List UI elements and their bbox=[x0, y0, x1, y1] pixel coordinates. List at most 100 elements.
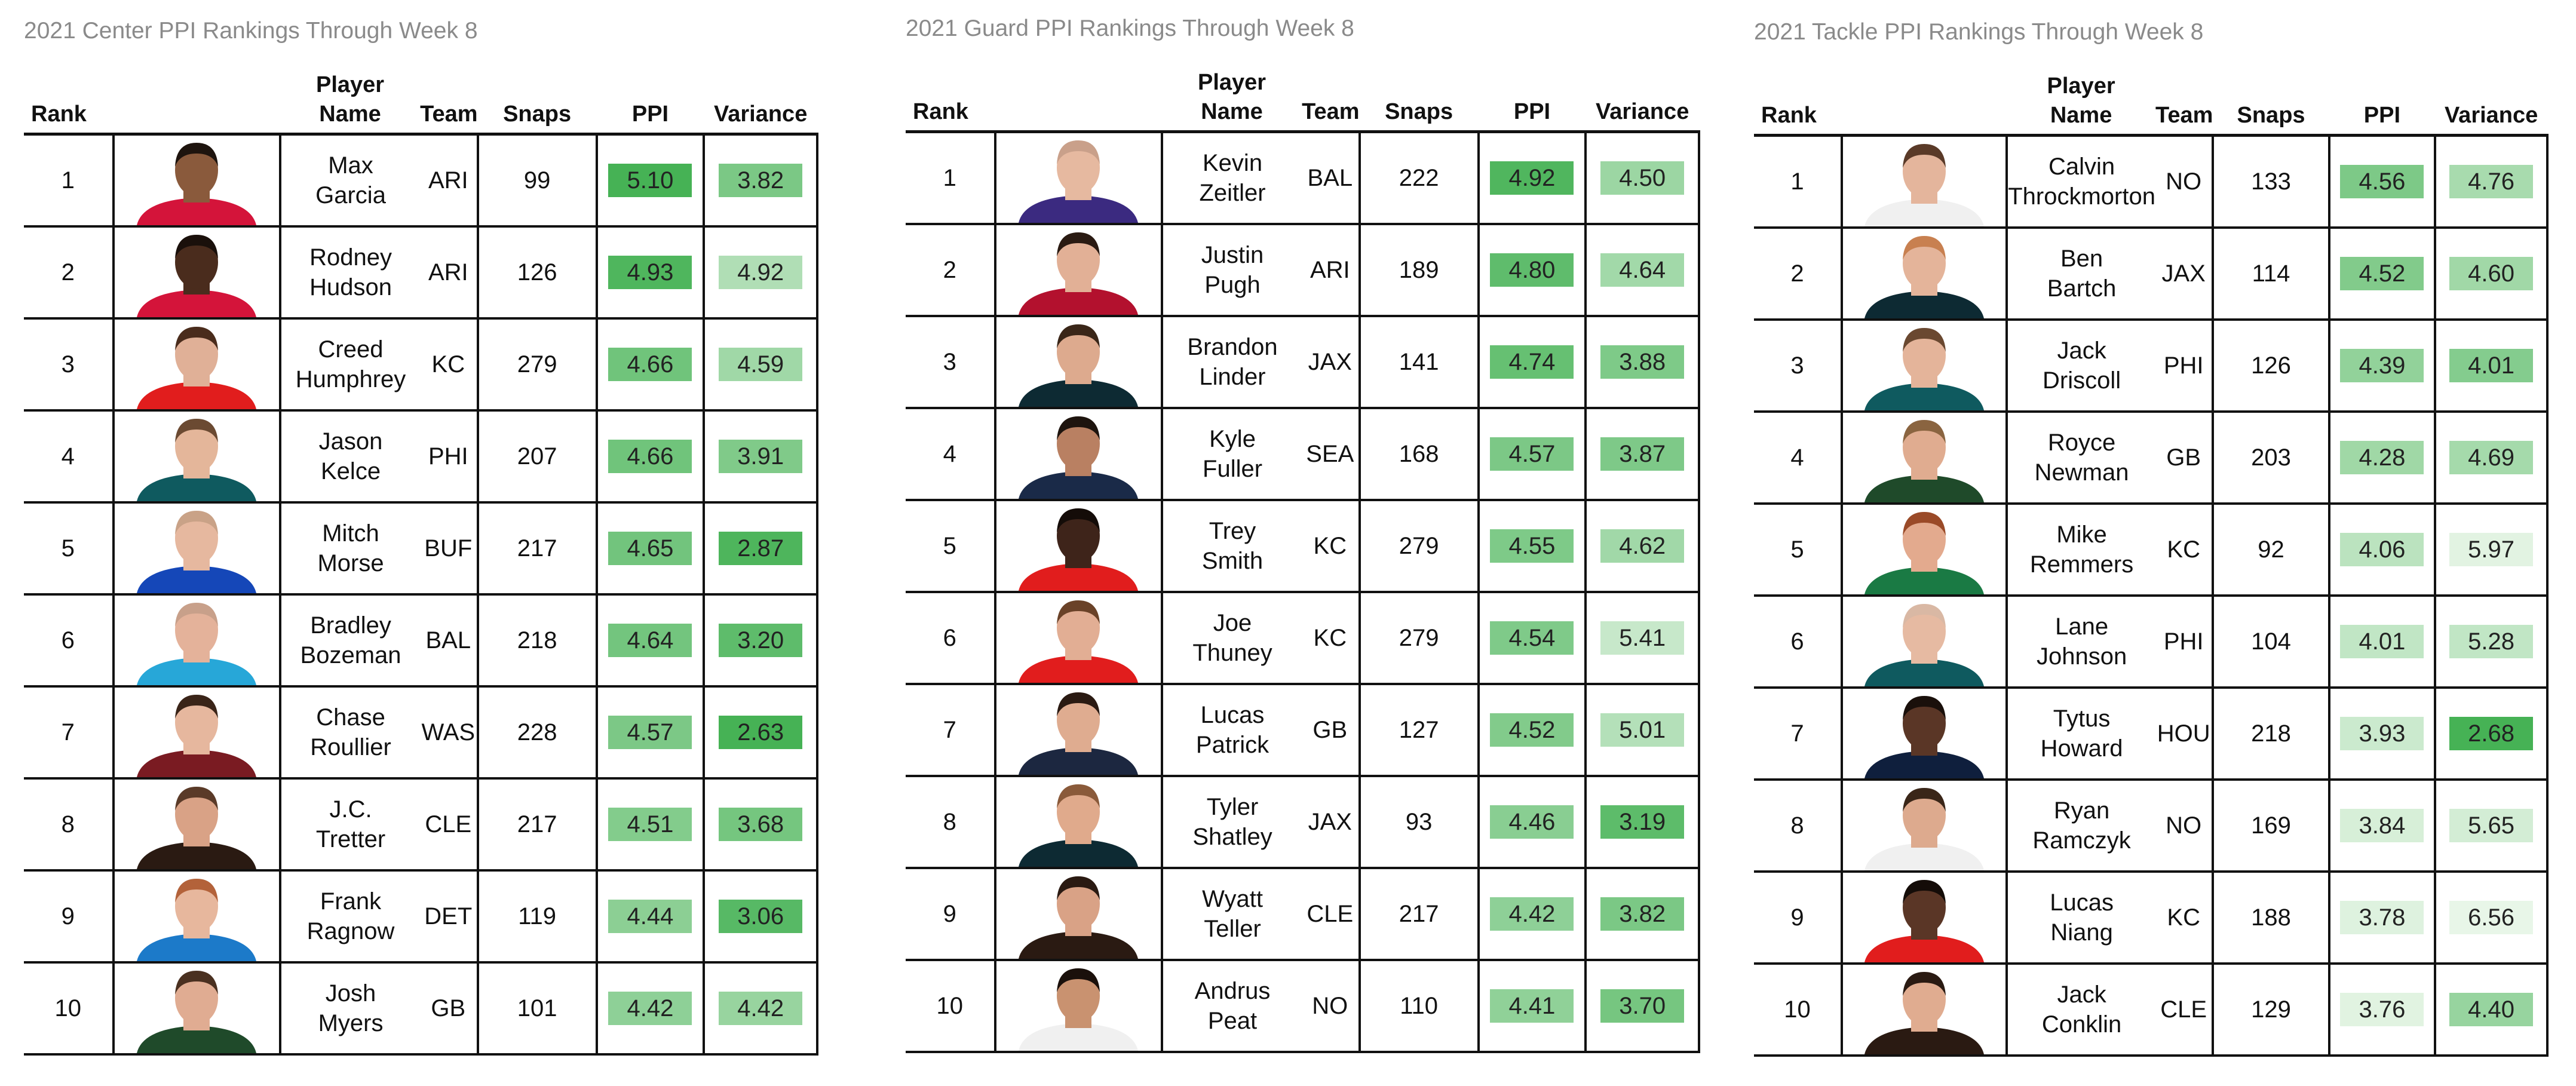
variance-cell: 4.64 bbox=[1586, 224, 1700, 317]
variance-value: 4.60 bbox=[2449, 257, 2534, 290]
headshot-cell bbox=[995, 684, 1163, 777]
ppi-cell: 4.66 bbox=[596, 318, 706, 412]
player-first-name: Mitch bbox=[322, 520, 379, 547]
player-first-name: J.C. bbox=[329, 796, 372, 823]
player-headshot bbox=[1019, 508, 1139, 591]
ppi-value: 4.46 bbox=[1490, 805, 1574, 839]
player-name-cell: Kyle Fuller bbox=[1161, 408, 1302, 501]
snaps-cell: 189 bbox=[1359, 224, 1480, 317]
snaps-cell: 92 bbox=[2213, 504, 2330, 597]
team-header: Team bbox=[420, 102, 478, 127]
table-row: 7 Chase Roullier WAS 228 4.57 2.63 bbox=[24, 686, 818, 780]
team-cell: CLE bbox=[420, 778, 479, 872]
player-last-name: Garcia bbox=[315, 182, 386, 208]
snaps-cell: 217 bbox=[477, 778, 598, 872]
ppi-cell: 4.65 bbox=[596, 502, 706, 596]
snaps-cell: 218 bbox=[2213, 688, 2330, 781]
player-name-header: Player Name bbox=[315, 72, 385, 127]
rank-cell: 7 bbox=[1754, 688, 1843, 781]
ppi-value: 4.80 bbox=[1490, 253, 1574, 287]
team-cell: PHI bbox=[2155, 320, 2215, 413]
team-cell: JAX bbox=[2155, 228, 2215, 321]
table-row: 8 J.C. Tretter CLE 217 4.51 3.68 bbox=[24, 778, 818, 872]
rank-cell: 2 bbox=[906, 224, 996, 317]
player-headshot bbox=[1864, 420, 1985, 502]
player-last-name: Smith bbox=[1201, 548, 1264, 574]
rank-cell: 4 bbox=[24, 410, 115, 504]
team-cell: PHI bbox=[2155, 596, 2215, 689]
team-cell: BAL bbox=[420, 594, 479, 688]
snaps-header: Snaps bbox=[1385, 99, 1453, 124]
player-name-cell: Joe Thuney bbox=[1161, 592, 1302, 685]
panel-title: 2021 Guard PPI Rankings Through Week 8 bbox=[906, 16, 1354, 41]
player-name-cell: Jack Driscoll bbox=[2007, 320, 2155, 413]
rank-cell: 9 bbox=[906, 868, 996, 961]
rankings-table: Rank Player Name Team Snaps PPI Variance 1 Max G… bbox=[24, 70, 818, 1056]
ppi-cell: 4.66 bbox=[596, 410, 706, 504]
variance-value: 4.62 bbox=[1600, 529, 1685, 563]
ppi-cell: 4.51 bbox=[596, 778, 706, 872]
player-name-cell: Max Garcia bbox=[280, 134, 421, 228]
player-headshot bbox=[1019, 784, 1139, 867]
team-cell: JAX bbox=[1302, 776, 1361, 869]
player-name-cell: Tytus Howard bbox=[2007, 688, 2155, 781]
table-row: 9 Lucas Niang KC 188 3.78 6.56 bbox=[1754, 872, 2549, 965]
team-cell: SEA bbox=[1302, 408, 1361, 501]
headshot-cell bbox=[1841, 964, 2008, 1057]
snaps-cell: 119 bbox=[477, 870, 598, 964]
player-headshot bbox=[137, 971, 257, 1053]
player-headshot bbox=[137, 511, 257, 593]
variance-value: 2.63 bbox=[719, 716, 803, 749]
player-name-cell: J.C. Tretter bbox=[280, 778, 421, 872]
headshot-cell bbox=[995, 776, 1163, 869]
table-row: 1 Max Garcia ARI 99 5.10 3.82 bbox=[24, 134, 818, 228]
headshot-cell bbox=[113, 410, 281, 504]
variance-cell: 3.70 bbox=[1586, 960, 1700, 1053]
rank-cell: 2 bbox=[1754, 228, 1843, 321]
player-last-name: Conklin bbox=[2041, 1011, 2122, 1038]
variance-value: 3.82 bbox=[719, 164, 803, 197]
snaps-cell: 217 bbox=[1359, 868, 1480, 961]
player-headshot bbox=[1864, 972, 1985, 1054]
table-row: 6 Joe Thuney KC 279 4.54 5.41 bbox=[906, 592, 1700, 685]
player-last-name: Humphrey bbox=[295, 366, 406, 392]
table-row: 1 Calvin Throckmorton NO 133 4.56 4.76 bbox=[1754, 135, 2549, 229]
snaps-cell: 99 bbox=[477, 134, 598, 228]
player-headshot bbox=[137, 603, 257, 685]
headshot-cell bbox=[995, 868, 1163, 961]
table-row: 3 Brandon Linder JAX 141 4.74 3.88 bbox=[906, 316, 1700, 409]
snaps-cell: 126 bbox=[477, 226, 598, 320]
ppi-cell: 4.39 bbox=[2329, 320, 2437, 413]
variance-value: 3.68 bbox=[719, 808, 803, 841]
rank-cell: 1 bbox=[906, 131, 996, 225]
rank-cell: 7 bbox=[24, 686, 115, 780]
variance-cell: 5.01 bbox=[1586, 684, 1700, 777]
table-row: 10 Andrus Peat NO 110 4.41 3.70 bbox=[906, 960, 1700, 1053]
ppi-value: 4.57 bbox=[608, 716, 692, 749]
table-row: 5 Trey Smith KC 279 4.55 4.62 bbox=[906, 500, 1700, 593]
ppi-value: 4.66 bbox=[608, 348, 692, 381]
player-first-name: Max bbox=[328, 152, 373, 179]
table-row: 8 Ryan Ramczyk NO 169 3.84 5.65 bbox=[1754, 780, 2549, 873]
ppi-cell: 4.42 bbox=[1478, 868, 1587, 961]
rank-cell: 10 bbox=[906, 960, 996, 1053]
table-row: 4 Kyle Fuller SEA 168 4.57 3.87 bbox=[906, 408, 1700, 501]
player-first-name: Royce bbox=[2047, 430, 2116, 456]
headshot-cell bbox=[1841, 135, 2008, 229]
variance-cell: 3.87 bbox=[1586, 408, 1700, 501]
ppi-cell: 4.06 bbox=[2329, 504, 2437, 597]
variance-value: 4.59 bbox=[719, 348, 803, 381]
player-first-name: Ben bbox=[2060, 246, 2103, 272]
player-first-name: Jason bbox=[318, 428, 383, 455]
rankings-table: Rank Player Name Team Snaps PPI Variance 1 Kevi… bbox=[906, 68, 1700, 1053]
player-first-name: Chase bbox=[316, 704, 385, 731]
headshot-cell bbox=[1841, 872, 2008, 965]
team-cell: ARI bbox=[420, 226, 479, 320]
headshot-cell bbox=[113, 962, 281, 1056]
player-first-name: Rodney bbox=[309, 244, 392, 271]
snaps-cell: 228 bbox=[477, 686, 598, 780]
snaps-cell: 133 bbox=[2213, 135, 2330, 229]
team-cell: CLE bbox=[1302, 868, 1361, 961]
snaps-cell: 129 bbox=[2213, 964, 2330, 1057]
player-first-name: Calvin bbox=[2048, 154, 2115, 180]
